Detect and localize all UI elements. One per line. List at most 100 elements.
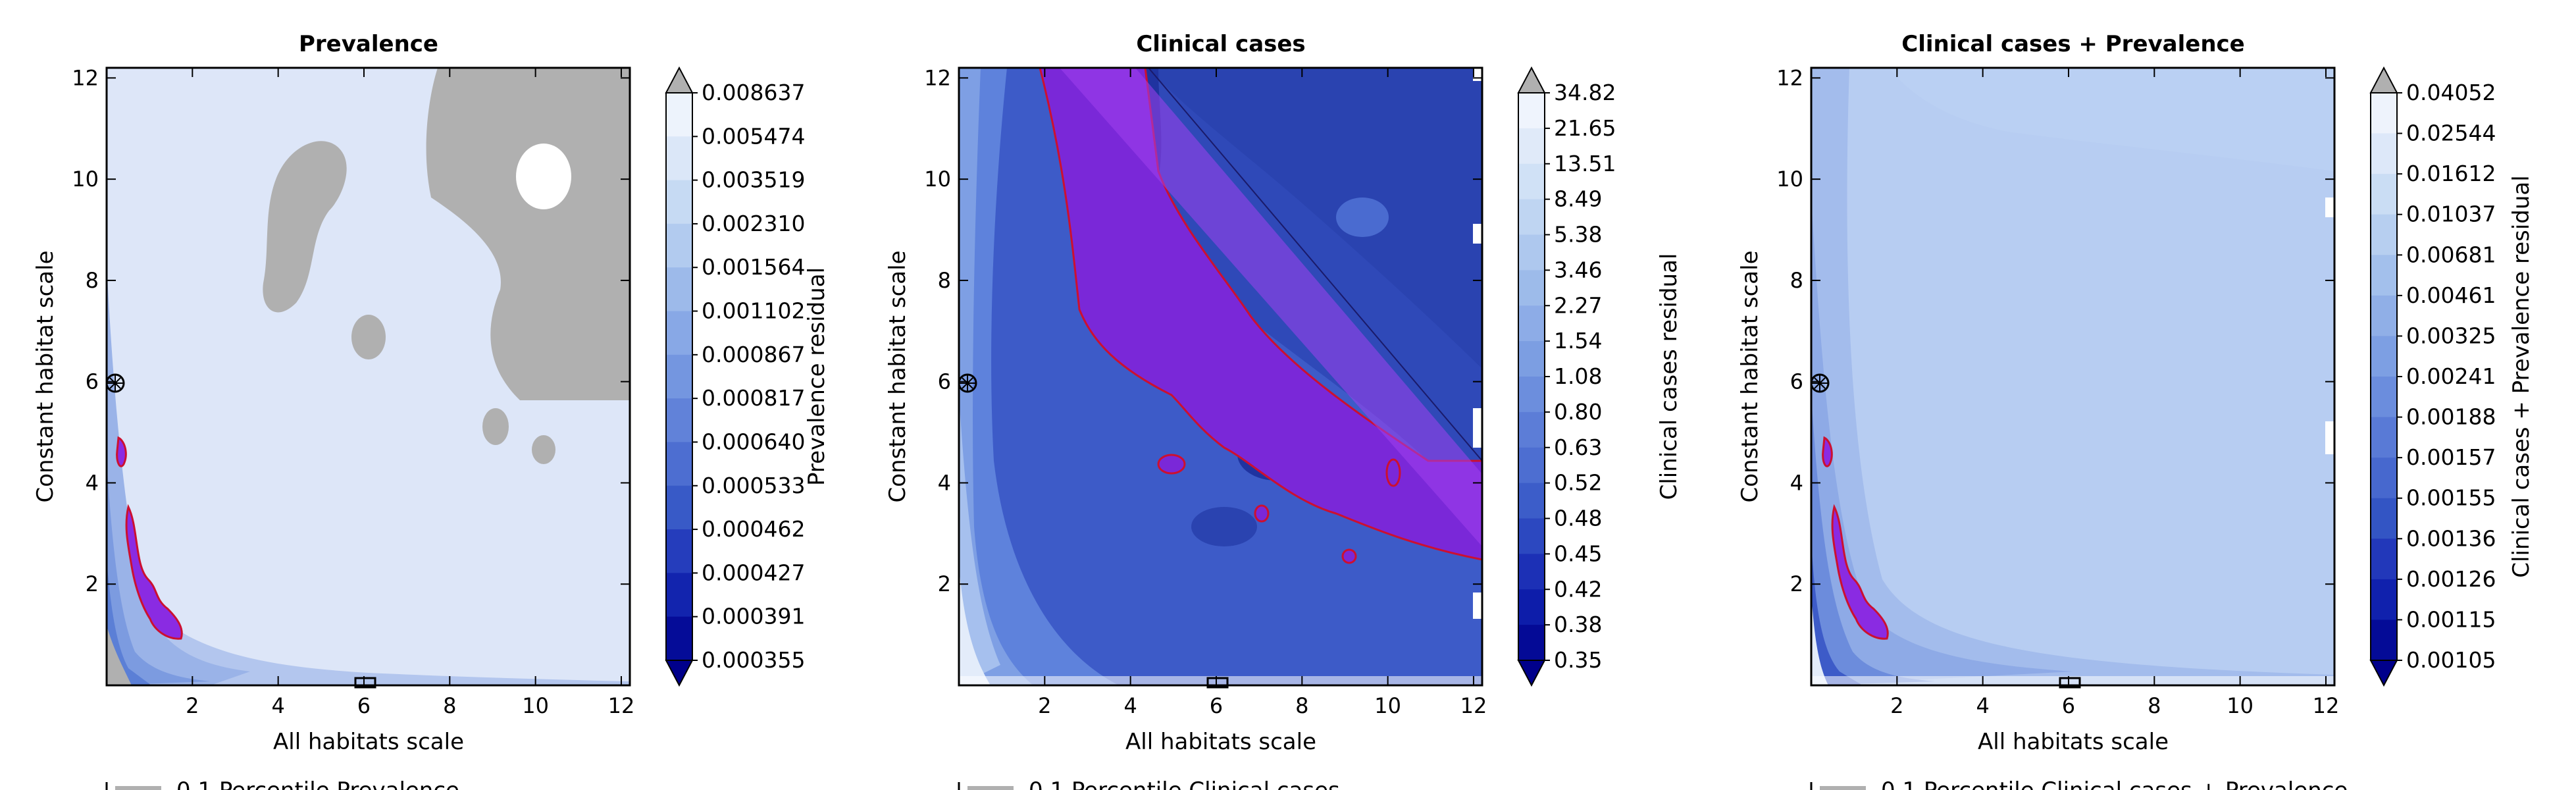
panel-title: Clinical cases <box>1136 31 1305 57</box>
colorbar-tick-label: 0.00115 <box>2406 606 2496 632</box>
legend-swatch <box>115 786 161 790</box>
colorbar-tick-label: 0.00136 <box>2406 525 2496 551</box>
colorbar-band <box>2371 336 2397 377</box>
colorbar-tick-label: 0.008637 <box>702 80 805 105</box>
colorbar-band <box>1518 163 1545 200</box>
y-tick-label: 10 <box>1776 167 1803 192</box>
colorbar-band <box>2371 377 2397 418</box>
colorbar-band <box>2371 579 2397 621</box>
colorbar-band <box>666 398 692 443</box>
x-tick-label: 8 <box>2148 693 2161 718</box>
legend-text: 0.1 Percentile Clinical cases + Prevalen… <box>1881 777 2348 790</box>
x-axis-label: All habitats scale <box>273 729 464 755</box>
y-tick-label: 2 <box>938 571 951 596</box>
x-tick-label: 4 <box>271 693 284 718</box>
colorbar: 0.04052 0.02544 0.01612 0.01037 0.00681 0.004… <box>2369 66 2535 687</box>
axes-frame <box>958 66 1483 687</box>
x-tick-label: 2 <box>1890 693 1903 718</box>
colorbar-tick-label: 0.000640 <box>702 429 805 454</box>
colorbar-tick-label: 0.000355 <box>702 647 805 673</box>
y-tick-label: 6 <box>938 369 951 394</box>
y-tick-label: 4 <box>86 470 99 495</box>
clinical-heatmap <box>959 68 1482 685</box>
colorbar-tick-label: 0.45 <box>1554 540 1602 566</box>
colorbar-band <box>2371 295 2397 337</box>
colorbar-tick-label: 0.63 <box>1554 434 1602 460</box>
colorbar-band <box>2371 255 2397 296</box>
colorbar-band <box>2371 174 2397 215</box>
colorbar-tick-label: 0.00155 <box>2406 485 2496 511</box>
panel-title: Prevalence <box>299 31 438 57</box>
colorbar: 34.82 21.65 13.51 8.49 5.38 3.46 2.27 1.54 1.08 0… <box>1517 66 1682 687</box>
colorbar-tick-label: 0.00461 <box>2406 282 2496 308</box>
axis-ticks: 2 4 6 8 10 12 2 4 6 8 10 12 <box>924 65 1487 718</box>
colorbar-tick-label: 0.00188 <box>2406 404 2496 430</box>
panel-clinical-cases: 2 4 6 8 10 12 2 4 6 8 10 12 Clinical cases All habi… <box>885 31 1682 790</box>
colorbar-tick-label: 0.00325 <box>2406 323 2496 348</box>
colorbar-band <box>666 93 692 137</box>
axes-frame <box>1810 66 2336 687</box>
colorbar-tick-label: 3.46 <box>1554 257 1602 282</box>
circle-marker <box>105 373 125 393</box>
y-tick-label: 8 <box>1790 268 1803 293</box>
y-tick-label: 10 <box>924 167 951 192</box>
colorbar-band <box>2371 458 2397 499</box>
colorbar-tick-label: 0.35 <box>1554 647 1602 673</box>
y-tick-label: 12 <box>1776 65 1803 90</box>
colorbar-band <box>1518 93 1545 129</box>
x-tick-label: 4 <box>1976 693 1989 718</box>
x-tick-label: 8 <box>1295 693 1308 718</box>
x-tick-label: 12 <box>2313 693 2340 718</box>
prevalence-heatmap <box>107 68 630 685</box>
colorbar-band <box>1518 270 1545 306</box>
colorbar-tick-label: 0.80 <box>1554 399 1602 425</box>
y-tick-label: 4 <box>1790 470 1803 495</box>
colorbar-tick-label: 0.003519 <box>702 167 805 193</box>
colorbar-tick-label: 8.49 <box>1554 186 1602 212</box>
colorbar-band <box>666 616 692 661</box>
colorbar-tick-label: 0.000817 <box>702 385 805 411</box>
x-tick-label: 10 <box>1374 693 1401 718</box>
colorbar-band <box>666 529 692 573</box>
colorbar-band <box>666 311 692 356</box>
colorbar-tick-label: 0.001564 <box>702 254 805 280</box>
colorbar-band <box>1518 341 1545 377</box>
panel-combined: 2 4 6 8 10 12 2 4 6 8 10 12 Clinical cases + Preval… <box>1737 31 2535 790</box>
legend-swatch <box>1820 786 1866 790</box>
colorbar-band <box>666 223 692 268</box>
colorbar-tick-label: 0.02544 <box>2406 120 2496 146</box>
legend-text: 0.1 Percentile Prevalence <box>176 777 459 790</box>
colorbar-label: Clinical cases residual <box>1656 253 1682 500</box>
colorbar-tick-label: 0.48 <box>1554 506 1602 531</box>
colorbar-tick-label: 13.51 <box>1554 151 1616 176</box>
colorbar-band <box>1518 234 1545 271</box>
colorbar-tick-label: 0.000867 <box>702 342 805 367</box>
colorbar-tick-label: 0.000427 <box>702 560 805 585</box>
y-tick-label: 4 <box>938 470 951 495</box>
colorbar-band <box>2371 619 2397 661</box>
colorbar-extend-min <box>2369 660 2398 687</box>
square-marker <box>1206 677 1229 689</box>
colorbar-band <box>1518 589 1545 625</box>
colorbar-label: Clinical cases + Prevalence residual <box>2508 175 2535 577</box>
x-tick-label: 2 <box>186 693 199 718</box>
square-marker <box>354 677 376 689</box>
y-tick-label: 2 <box>1790 571 1803 596</box>
colorbar-tick-label: 2.27 <box>1554 292 1602 318</box>
colorbar-tick-label: 34.82 <box>1554 80 1616 105</box>
colorbar-band <box>1518 128 1545 165</box>
x-tick-label: 2 <box>1038 693 1051 718</box>
x-tick-label: 6 <box>2062 693 2075 718</box>
colorbar-band <box>666 354 692 399</box>
colorbar-band <box>666 267 692 312</box>
axis-ticks: 2 4 6 8 10 12 2 4 6 8 10 12 <box>1776 65 2339 718</box>
colorbar: 0.008637 0.005474 0.003519 0.002310 0.001564… <box>665 66 830 687</box>
colorbar-extend-max <box>1517 66 1546 93</box>
colorbar-tick-label: 5.38 <box>1554 222 1602 248</box>
y-axis-label: Constant habitat scale <box>1737 251 1763 503</box>
colorbar-tick-label: 0.002310 <box>702 211 805 236</box>
x-axis-label: All habitats scale <box>1978 729 2169 755</box>
colorbar-band <box>1518 447 1545 484</box>
colorbar-tick-label: 0.005474 <box>702 123 805 149</box>
